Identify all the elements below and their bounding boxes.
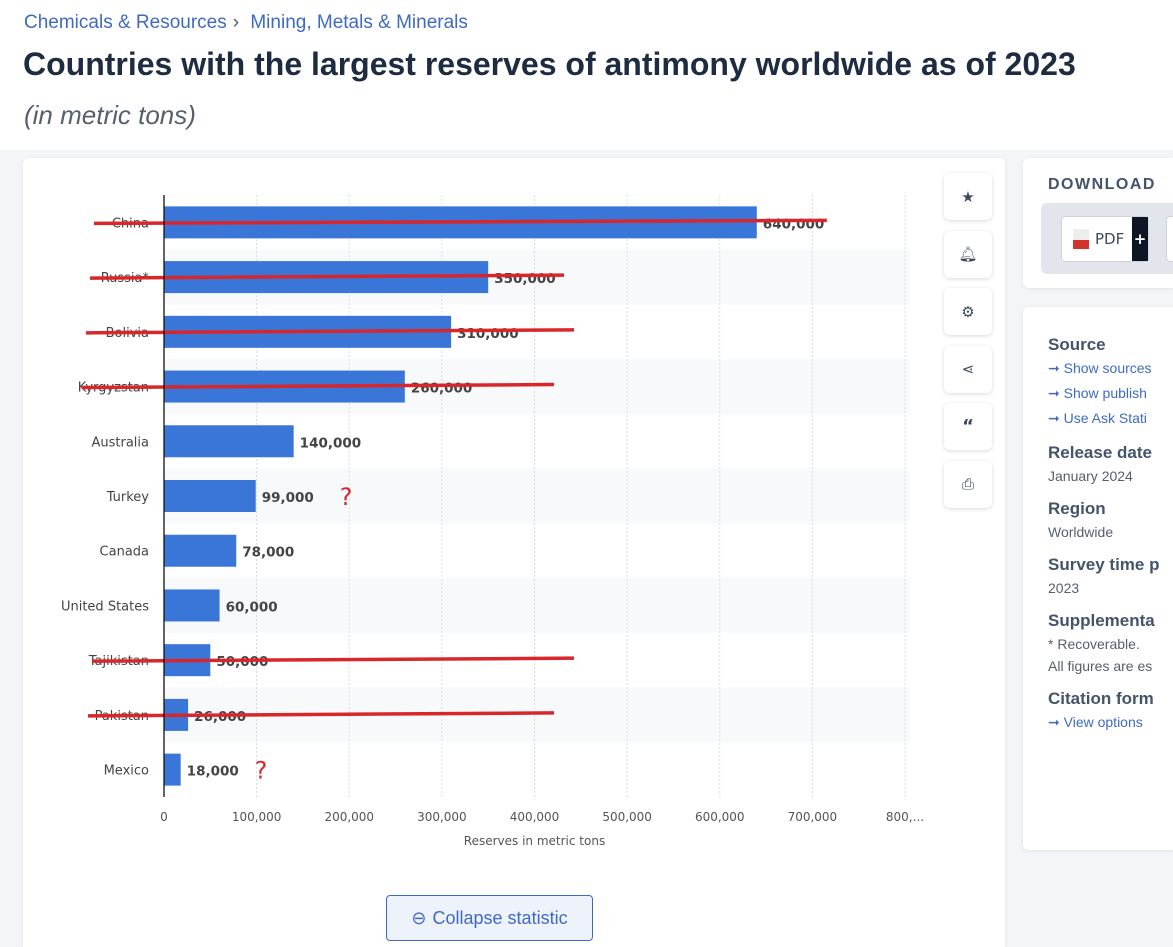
header: Chemicals & Resources › Mining, Metals & … (0, 0, 1173, 150)
arrow-right-icon: ➞ (1048, 385, 1064, 401)
row-band (164, 468, 910, 524)
info-panel: Source ➞ Show sources ➞ Show publish ➞ U… (1023, 307, 1173, 850)
quote-icon: “ (962, 416, 974, 437)
download-heading: DOWNLOAD (1048, 176, 1156, 193)
row-band (164, 578, 910, 633)
pdf-download-button[interactable]: PDF + (1061, 216, 1149, 262)
download-options: PDF + (1041, 203, 1173, 274)
source-heading: Source (1048, 335, 1106, 354)
page-subtitle: (in metric tons) (24, 100, 196, 130)
release-value: January 2024 (1048, 468, 1133, 484)
download-button[interactable] (1166, 216, 1173, 262)
value-label: 26,000 (194, 709, 246, 725)
category-label: Australia (91, 435, 149, 450)
show-sources-link[interactable]: ➞ Show sources (1048, 360, 1173, 377)
arrow-right-icon: ➞ (1048, 410, 1064, 426)
collapse-label: Collapse statistic (432, 907, 568, 928)
chart-toolbar: ★ 🔔︎ ⚙ ⋖ “ ⎙ (944, 173, 992, 518)
bar (164, 753, 181, 786)
value-label: 310,000 (457, 326, 519, 342)
x-tick-label: 700,000 (788, 810, 838, 824)
cite-button[interactable]: “ (944, 403, 992, 450)
x-tick-label: 500,000 (602, 810, 652, 824)
x-tick-label: 0 (160, 810, 168, 824)
link-label: Use Ask Stati (1063, 410, 1147, 426)
x-tick-label: 800,... (886, 810, 924, 824)
value-label: 18,000 (187, 764, 239, 780)
x-tick-label: 400,000 (510, 810, 560, 824)
bar-chart: 0 100,000 200,000 300,000 400,000 500,000 600,… (61, 195, 924, 848)
download-panel: DOWNLOAD PDF + (1023, 158, 1173, 288)
breadcrumb-link[interactable]: Chemicals & Resources (24, 12, 227, 33)
release-heading: Release date (1048, 443, 1152, 462)
category-label: United States (61, 599, 149, 614)
favorite-button[interactable]: ★ (944, 173, 992, 220)
strikethrough-annotation (85, 328, 575, 335)
x-tick-label: 200,000 (324, 810, 374, 824)
supplementary-note: All figures are es (1048, 658, 1153, 674)
breadcrumb: Chemicals & Resources › Mining, Metals & … (24, 12, 474, 34)
value-label: 99,000 (262, 490, 314, 506)
value-label: 140,000 (300, 435, 362, 451)
link-label: View options (1063, 714, 1143, 730)
print-button[interactable]: ⎙ (944, 460, 992, 508)
link-label: Show sources (1063, 360, 1152, 376)
link-label: Show publish (1063, 385, 1147, 401)
arrow-right-icon: ➞ (1048, 714, 1064, 730)
bell-icon: 🔔︎ (958, 245, 978, 263)
value-label: 50,000 (216, 654, 268, 670)
view-options-link[interactable]: ➞ View options (1048, 714, 1173, 731)
minus-circle-icon: ⊖ (411, 907, 427, 928)
category-label: Mexico (104, 764, 149, 779)
x-tick-label: 300,000 (417, 810, 467, 824)
breadcrumb-separator: › (232, 12, 240, 33)
plus-icon[interactable]: + (1132, 217, 1148, 261)
survey-heading: Survey time p (1048, 555, 1160, 574)
strikethrough-annotation (89, 273, 565, 280)
notify-button[interactable]: 🔔︎ (944, 230, 992, 278)
strikethrough-annotation (87, 711, 555, 718)
star-icon: ★ (961, 187, 975, 206)
strikethrough-annotation (91, 656, 575, 663)
question-mark-annotation: ? (255, 757, 268, 785)
bar (164, 480, 256, 512)
citation-heading: Citation form (1048, 689, 1154, 708)
x-tick-label: 600,000 (695, 810, 745, 824)
bar (164, 589, 220, 622)
settings-button[interactable]: ⚙ (944, 288, 992, 335)
print-icon: ⎙ (961, 475, 974, 493)
share-icon: ⋖ (961, 360, 975, 378)
ask-statista-link[interactable]: ➞ Use Ask Stati (1048, 410, 1173, 427)
bar (164, 534, 237, 567)
gear-icon: ⚙ (961, 302, 975, 321)
breadcrumb-link[interactable]: Mining, Metals & Minerals (250, 12, 468, 33)
supplementary-heading: Supplementa (1048, 611, 1155, 630)
show-publisher-link[interactable]: ➞ Show publish (1048, 385, 1173, 402)
page-title: Countries with the largest reserves of a… (23, 46, 1076, 82)
region-heading: Region (1048, 499, 1106, 518)
x-tick-label: 100,000 (232, 810, 282, 824)
survey-value: 2023 (1048, 580, 1080, 596)
region-value: Worldwide (1048, 524, 1114, 540)
collapse-statistic-button[interactable]: ⊖ Collapse statistic (386, 895, 593, 941)
supplementary-note: * Recoverable. (1048, 636, 1140, 652)
x-axis-title: Reserves in metric tons (464, 834, 605, 848)
pdf-label: PDF (1095, 230, 1125, 248)
arrow-right-icon: ➞ (1048, 360, 1064, 376)
strikethrough-annotation (81, 382, 555, 390)
question-mark-annotation: ? (340, 483, 353, 511)
bar (164, 425, 294, 458)
value-label: 78,000 (242, 545, 294, 561)
share-button[interactable]: ⋖ (944, 345, 992, 393)
value-label: 260,000 (411, 381, 473, 397)
pdf-file-icon (1073, 229, 1089, 249)
strikethrough-annotation (93, 218, 827, 226)
category-label: Turkey (106, 490, 150, 505)
category-label: Canada (100, 545, 149, 560)
value-label: 60,000 (226, 599, 278, 615)
